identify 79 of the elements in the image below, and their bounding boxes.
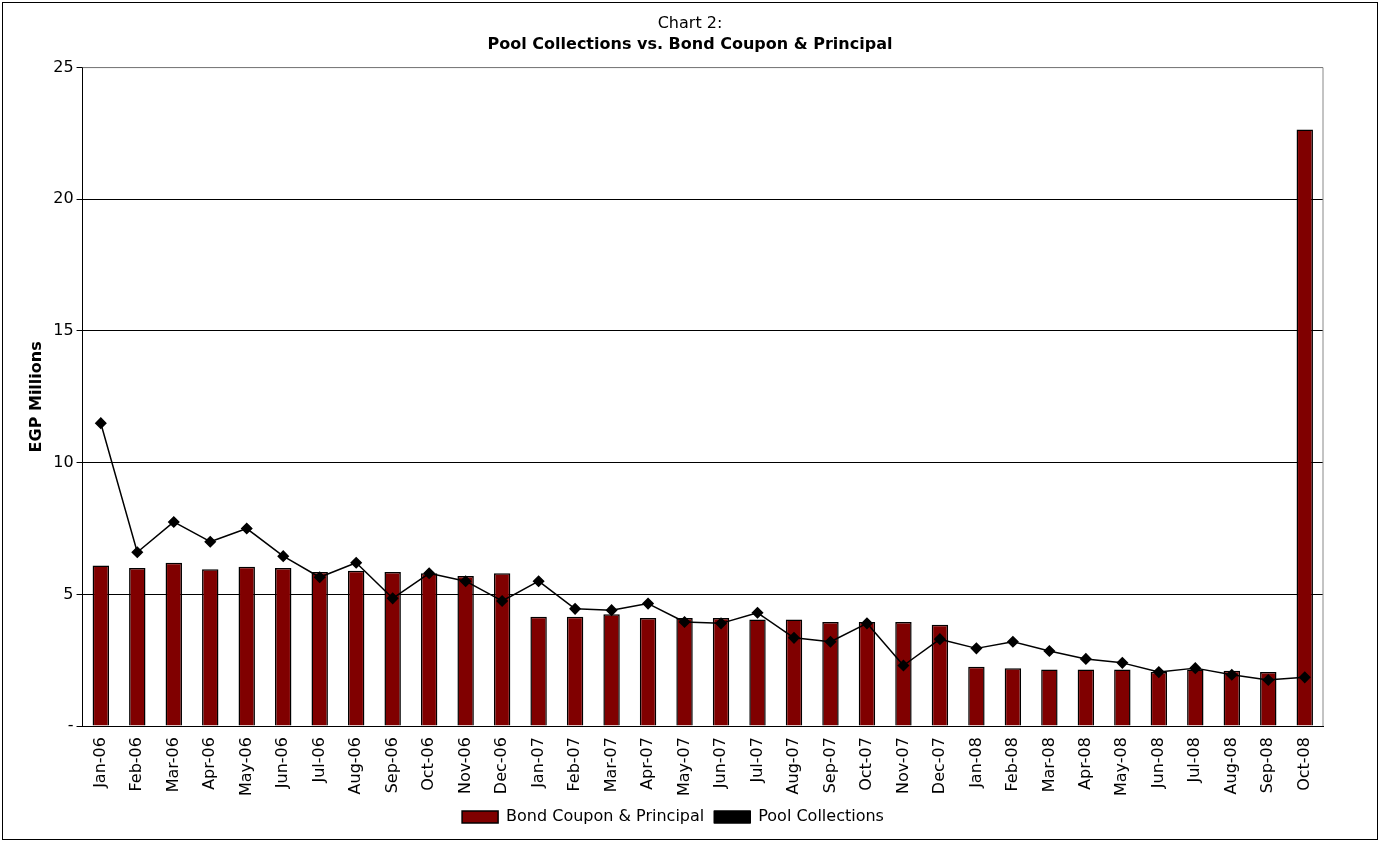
point bbox=[1189, 662, 1202, 674]
point bbox=[897, 659, 910, 672]
point bbox=[423, 567, 435, 580]
x-tick-label: Jul-06 bbox=[308, 737, 328, 784]
chart-title: Chart 2: bbox=[656, 13, 724, 32]
x-tick-label: Jul-07 bbox=[746, 737, 766, 784]
y-tick-label: 20 bbox=[53, 188, 74, 208]
x-tick-label: Jan-08 bbox=[965, 737, 985, 789]
point bbox=[386, 592, 399, 605]
point bbox=[350, 557, 362, 569]
x-tick-label: Sep-08 bbox=[1257, 737, 1277, 794]
x-tick-label: Jun-06 bbox=[272, 737, 292, 790]
x-tick-label: Aug-06 bbox=[345, 737, 365, 795]
point bbox=[131, 546, 144, 558]
x-tick-label: Mar-08 bbox=[1038, 737, 1058, 793]
point bbox=[1299, 671, 1311, 684]
point bbox=[1116, 657, 1129, 669]
x-tick-label: Oct-07 bbox=[856, 737, 876, 791]
point bbox=[277, 550, 289, 562]
x-tick-label: Feb-07 bbox=[564, 737, 584, 792]
x-tick-label: Mar-07 bbox=[600, 737, 620, 793]
x-tick-label: Dec-06 bbox=[491, 737, 511, 795]
x-tick-label: May-06 bbox=[235, 737, 255, 797]
point bbox=[824, 636, 837, 648]
point bbox=[1080, 653, 1092, 665]
x-tick-label: Jul-08 bbox=[1184, 737, 1204, 784]
point bbox=[313, 571, 326, 584]
point bbox=[642, 597, 654, 610]
point bbox=[678, 616, 691, 628]
point bbox=[788, 632, 800, 644]
y-tick-label: 25 bbox=[53, 56, 74, 76]
x-tick-label: Sep-06 bbox=[381, 737, 401, 794]
point bbox=[532, 575, 545, 587]
x-tick-label: Jan-06 bbox=[89, 737, 109, 789]
point bbox=[459, 575, 472, 587]
point bbox=[751, 607, 764, 619]
x-tick-label: Jun-08 bbox=[1147, 737, 1167, 790]
point bbox=[1226, 668, 1238, 681]
x-tick-label: Jan-07 bbox=[527, 737, 547, 789]
point bbox=[1007, 636, 1019, 648]
x-tick-label: Apr-06 bbox=[199, 737, 219, 790]
x-tick-label: May-08 bbox=[1111, 737, 1131, 797]
point bbox=[934, 633, 946, 645]
y-tick-label: 15 bbox=[53, 320, 74, 340]
point bbox=[1153, 666, 1165, 678]
point bbox=[861, 617, 873, 630]
x-tick-label: Nov-07 bbox=[892, 737, 912, 795]
x-tick-label: May-07 bbox=[673, 737, 693, 797]
y-axis-title: EGP Millions bbox=[25, 341, 45, 453]
x-tick-label: Apr-07 bbox=[637, 737, 657, 790]
y-tick-label: 10 bbox=[53, 451, 74, 471]
x-tick-label: Aug-07 bbox=[783, 737, 803, 795]
x-tick-label: Aug-08 bbox=[1220, 737, 1240, 795]
point bbox=[970, 642, 983, 655]
y-tick-label: 5 bbox=[63, 583, 74, 603]
point bbox=[240, 522, 253, 535]
point bbox=[496, 595, 508, 607]
legend-label: Bond Coupon & Principal bbox=[506, 806, 705, 826]
x-tick-label: Oct-08 bbox=[1293, 737, 1313, 791]
x-tick-label: Jun-07 bbox=[710, 737, 730, 790]
x-tick-label: Sep-07 bbox=[819, 737, 839, 794]
point bbox=[715, 617, 727, 630]
point bbox=[1262, 674, 1275, 686]
x-tick-label: Dec-07 bbox=[929, 737, 949, 795]
point bbox=[95, 417, 107, 429]
point bbox=[1043, 645, 1056, 657]
chart-subtitle: Pool Collections vs. Bond Coupon & Principal bbox=[486, 34, 894, 53]
x-tick-label: Mar-06 bbox=[162, 737, 182, 793]
x-tick-label: Nov-06 bbox=[454, 737, 474, 795]
point bbox=[569, 603, 581, 615]
point bbox=[168, 516, 180, 528]
x-tick-label: Apr-08 bbox=[1075, 737, 1095, 790]
point bbox=[605, 604, 618, 616]
point bbox=[204, 535, 216, 548]
y-tick-label: - bbox=[67, 715, 74, 735]
x-tick-label: Oct-06 bbox=[418, 737, 438, 791]
legend-label: Pool Collections bbox=[758, 806, 884, 826]
x-tick-label: Feb-06 bbox=[126, 737, 146, 792]
x-tick-label: Feb-08 bbox=[1002, 737, 1022, 792]
